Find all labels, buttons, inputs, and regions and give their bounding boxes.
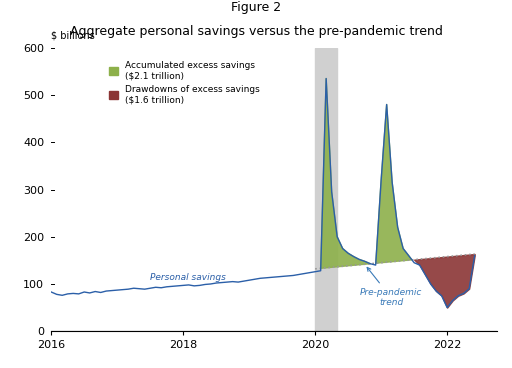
- Text: Personal savings: Personal savings: [150, 273, 226, 282]
- Text: $ billions: $ billions: [51, 31, 95, 41]
- Legend: Accumulated excess savings
($2.1 trillion), Drawdowns of excess savings
($1.6 tr: Accumulated excess savings ($2.1 trillio…: [109, 61, 260, 104]
- Text: Figure 2: Figure 2: [231, 1, 281, 14]
- Text: Aggregate personal savings versus the pre-pandemic trend: Aggregate personal savings versus the pr…: [70, 25, 442, 38]
- Bar: [315, 48, 337, 331]
- Text: Pre-pandemic
trend: Pre-pandemic trend: [360, 268, 422, 307]
